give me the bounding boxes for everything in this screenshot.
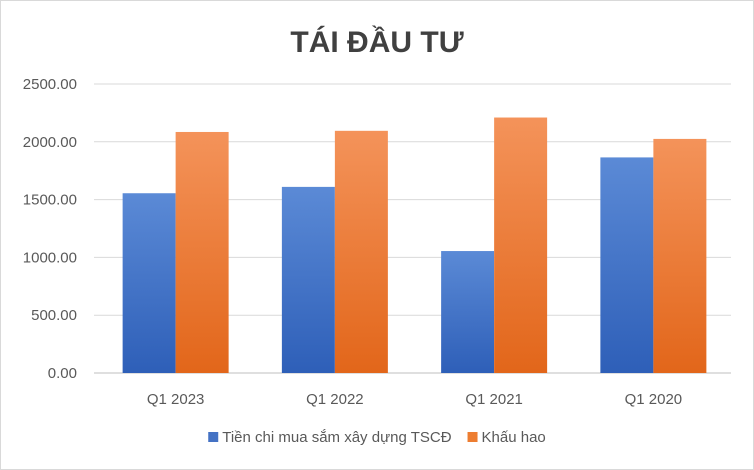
bar-tien-chi: [281, 186, 335, 373]
x-tick-label: Q1 2022: [306, 391, 364, 408]
legend-label: Tiền chi mua sắm xây dựng TSCĐ: [222, 429, 451, 446]
bar-khau-hao: [334, 130, 388, 373]
bars: [122, 117, 707, 373]
y-tick-label: 1500.00: [23, 192, 77, 209]
y-tick-label: 500.00: [31, 307, 77, 324]
x-tick-label: Q1 2021: [465, 391, 523, 408]
y-tick-label: 2000.00: [23, 134, 77, 151]
x-tick-label: Q1 2023: [147, 391, 205, 408]
legend-swatch: [467, 432, 478, 442]
bar-tien-chi: [600, 157, 654, 373]
y-tick-label: 0.00: [48, 365, 77, 382]
chart-title: TÁI ĐẦU TƯ: [290, 25, 463, 59]
y-axis-ticks: 0.00 500.00 1000.00 1500.00 2000.00 2500.00: [23, 76, 77, 382]
legend-item: Tiền chi mua sắm xây dựng TSCĐ: [208, 429, 452, 446]
legend-item: Khấu hao: [467, 429, 546, 446]
y-tick-label: 2500.00: [23, 76, 77, 93]
x-tick-label: Q1 2020: [625, 391, 683, 408]
bar-tien-chi: [441, 251, 495, 373]
legend: Tiền chi mua sắm xây dựng TSCĐ Khấu hao: [208, 429, 546, 446]
bar-khau-hao: [175, 131, 229, 373]
legend-swatch: [208, 432, 219, 442]
legend-label: Khấu hao: [482, 429, 546, 446]
bar-khau-hao: [494, 117, 548, 373]
bar-khau-hao: [653, 138, 707, 373]
bar-tien-chi: [122, 193, 176, 373]
y-tick-label: 1000.00: [23, 249, 77, 266]
x-axis-ticks: Q1 2023 Q1 2022 Q1 2021 Q1 2020: [147, 391, 682, 408]
